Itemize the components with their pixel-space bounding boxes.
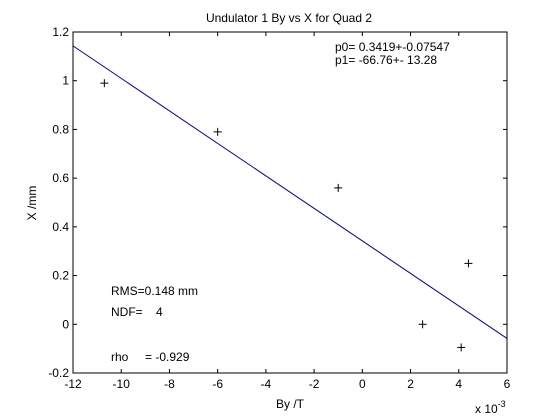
x-multiplier-exponent: -3 [498, 399, 506, 409]
data-point [457, 343, 466, 352]
data-point [213, 127, 222, 136]
data-point [100, 79, 109, 88]
fit-line [72, 45, 508, 339]
x-multiplier-label: x 10-3 [475, 399, 506, 416]
plot-marks [72, 45, 508, 352]
y-tick-label: 0.8 [52, 122, 69, 136]
x-tick-label: 4 [455, 377, 462, 391]
y-tick-label: -0.2 [48, 366, 69, 380]
fit-param-p0: p0= 0.3419+-0.07547 [335, 40, 450, 54]
data-point [334, 183, 343, 192]
y-tick-label: 0 [62, 317, 69, 331]
x-tick-label: -12 [64, 377, 82, 391]
x-tick-label: -2 [309, 377, 320, 391]
x-axis-ticks: -12 -10 -8 -6 -4 -2 0 2 4 6 [64, 32, 511, 391]
y-tick-label: 0.4 [52, 220, 69, 234]
y-tick-label: 0.2 [52, 269, 69, 283]
x-tick-label: -6 [212, 377, 223, 391]
chart-title: Undulator 1 By vs X for Quad 2 [206, 11, 372, 25]
x-tick-label: 0 [359, 377, 366, 391]
y-axis-label: X /mm [25, 186, 39, 221]
x-multiplier-base: x 10 [475, 402, 498, 416]
y-tick-label: 1.2 [52, 25, 69, 39]
x-axis-label: By /T [276, 397, 305, 411]
data-point [464, 259, 473, 268]
x-tick-label: -10 [113, 377, 131, 391]
plot-frame [72, 31, 508, 374]
fit-param-p1: p1= -66.76+- 13.28 [335, 53, 437, 67]
x-tick-label: -8 [164, 377, 175, 391]
y-tick-label: 0.6 [52, 171, 69, 185]
y-axis-ticks: -0.2 0 0.2 0.4 0.6 0.8 1 1.2 [48, 25, 507, 380]
x-tick-label: -4 [261, 377, 272, 391]
y-tick-label: 1 [62, 74, 69, 88]
rms-label: RMS=0.148 mm [111, 284, 198, 298]
rho-label: rho = -0.929 [111, 350, 190, 364]
x-tick-label: 6 [504, 377, 511, 391]
data-point [418, 320, 427, 329]
x-tick-label: 2 [407, 377, 414, 391]
ndf-label: NDF= 4 [111, 305, 163, 319]
